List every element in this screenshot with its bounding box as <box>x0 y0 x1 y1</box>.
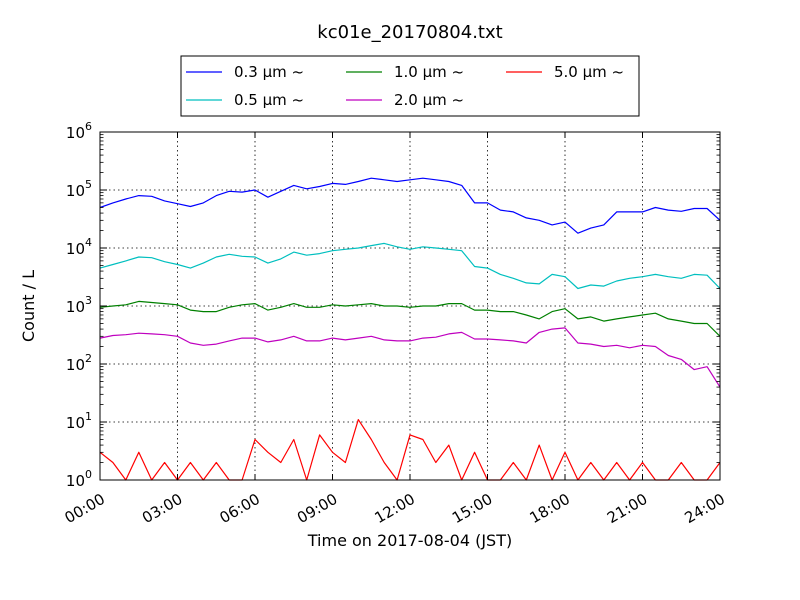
x-tick-label: 09:00 <box>294 490 340 527</box>
chart-title: kc01e_20170804.txt <box>317 22 502 43</box>
legend-label: 5.0 μm ~ <box>554 63 624 81</box>
legend-frame <box>180 55 640 117</box>
x-tick-label: 00:00 <box>62 490 108 527</box>
y-tick-label: 100 <box>66 468 92 490</box>
x-axis-title: Time on 2017-08-04 (JST) <box>307 531 512 550</box>
y-tick-label: 105 <box>66 178 92 200</box>
series-line-2 <box>99 300 721 337</box>
y-tick-label: 103 <box>66 294 92 316</box>
legend-label: 0.5 μm ~ <box>234 91 304 109</box>
x-tick-label: 12:00 <box>372 490 418 527</box>
series-line-1 <box>99 242 721 290</box>
x-tick-label: 03:00 <box>139 490 185 527</box>
y-axis-title: Count / L <box>19 270 38 342</box>
y-tick-label: 106 <box>66 120 92 142</box>
x-tick-label: 24:00 <box>682 490 728 527</box>
x-tick-label: 18:00 <box>527 490 573 527</box>
legend-label: 2.0 μm ~ <box>394 91 464 109</box>
y-tick-label: 104 <box>66 236 92 258</box>
grid <box>100 132 720 480</box>
y-axis: 100 101 102 103 104 105 106 <box>66 120 720 490</box>
x-tick-label: 15:00 <box>449 490 495 527</box>
x-tick-label: 21:00 <box>604 490 650 527</box>
x-axis: 00:00 03:00 06:00 09:00 12:00 15:00 18:00 21:00… <box>62 132 728 527</box>
legend: 0.3 μm ~ 0.5 μm ~ 1.0 μm ~ 2.0 μm ~ 5.0 μm ~ <box>180 55 640 117</box>
series-line-0 <box>99 177 721 234</box>
y-tick-label: 101 <box>66 410 92 432</box>
y-tick-label: 102 <box>66 352 92 374</box>
legend-label: 0.3 μm ~ <box>234 63 304 81</box>
x-tick-label: 06:00 <box>217 490 263 527</box>
legend-label: 1.0 μm ~ <box>394 63 464 81</box>
series-line-3 <box>99 327 721 388</box>
